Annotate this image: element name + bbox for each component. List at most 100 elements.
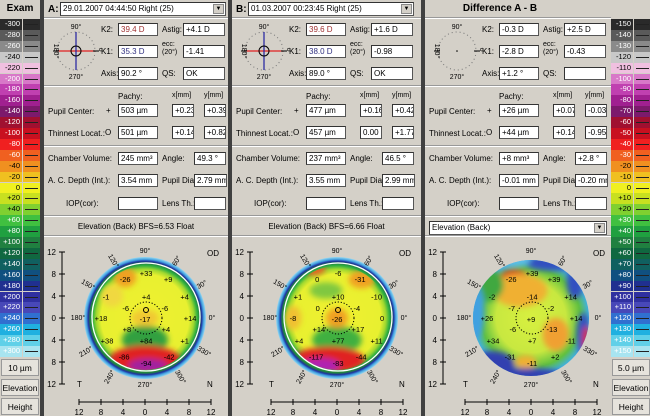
- step-button[interactable]: 5.0 µm: [612, 359, 650, 376]
- axis-field[interactable]: +1.2 °: [499, 67, 539, 80]
- k2-label: K2:: [289, 25, 302, 34]
- step-button[interactable]: 10 µm: [1, 359, 39, 376]
- scale-swatch: -120: [611, 51, 633, 63]
- scale-swatch: -150: [611, 19, 633, 30]
- lens-thickness-field[interactable]: [194, 197, 226, 210]
- pachy-header: Pachy:: [306, 92, 331, 101]
- pupil-dia-field[interactable]: -0.20 mm: [575, 174, 608, 187]
- scale-swatch-bar: [634, 73, 650, 85]
- pupil-center-pachy[interactable]: 503 µm: [118, 104, 158, 117]
- pupil-center-y[interactable]: +0.39: [204, 104, 226, 117]
- elevation-button[interactable]: Elevation: [1, 379, 39, 396]
- thinnest-pachy[interactable]: +44 µm: [499, 126, 539, 139]
- scale-swatch-bar: [23, 73, 40, 85]
- thinnest-y[interactable]: +0.82: [204, 126, 226, 139]
- temporal-label: T: [463, 380, 468, 389]
- map-value: +7: [528, 337, 537, 346]
- angle-field[interactable]: 46.5 °: [382, 152, 414, 165]
- iop-field[interactable]: [306, 197, 346, 210]
- ac-depth-field[interactable]: 3.54 mm: [118, 174, 158, 187]
- scale-swatch-bar: [23, 226, 40, 237]
- thinnest-y[interactable]: +1.77: [392, 126, 414, 139]
- elevation-zone: [492, 274, 548, 307]
- iop-field[interactable]: [499, 197, 539, 210]
- pupil-center-y[interactable]: -0.03: [585, 104, 607, 117]
- pupil-center-x[interactable]: +0.16: [360, 104, 382, 117]
- thinnest-x[interactable]: 0.00: [360, 126, 382, 139]
- angle-label: 90°: [526, 247, 537, 255]
- thinnest-pachy[interactable]: 457 µm: [306, 126, 346, 139]
- k2-field[interactable]: 39.4 D: [118, 23, 158, 36]
- thinnest-point-icon: [143, 307, 149, 313]
- pupil-dia-field[interactable]: 2.99 mm: [382, 174, 415, 187]
- ecc-field[interactable]: -1.41: [183, 45, 225, 58]
- elevation-button[interactable]: Elevation: [612, 379, 650, 396]
- k2-field[interactable]: 39.6 D: [306, 23, 346, 36]
- scale-swatch-bar: [634, 258, 650, 270]
- thinnest-x[interactable]: +0.14: [172, 126, 194, 139]
- ac-depth-field[interactable]: -0.01 mm: [499, 174, 539, 187]
- k1-field[interactable]: 35.3 D: [118, 45, 158, 58]
- chamber-volume-field[interactable]: +8 mm³: [499, 152, 539, 165]
- astig-field[interactable]: +1.6 D: [371, 23, 413, 36]
- angle-field[interactable]: +2.8 °: [575, 152, 607, 165]
- angle-label: 60°: [171, 254, 183, 267]
- height-button[interactable]: Height: [612, 398, 650, 415]
- axis-field[interactable]: 90.2 °: [118, 67, 158, 80]
- pupil-dia-field[interactable]: 2.79 mm: [194, 174, 227, 187]
- scale-swatch-bar: [634, 302, 650, 314]
- qs-field[interactable]: [564, 67, 606, 80]
- qs-field[interactable]: OK: [371, 67, 413, 80]
- exam-select[interactable]: 29.01.2007 04:44:50 Right (25) ▼: [60, 2, 226, 16]
- scale-swatch: +280: [0, 335, 22, 346]
- exam-select[interactable]: 01.03.2007 00:23:45 Right (25) ▼: [248, 2, 414, 16]
- astig-field[interactable]: +2.5 D: [564, 23, 606, 36]
- ac-depth-field[interactable]: 3.55 mm: [306, 174, 346, 187]
- angle-label: 330°: [582, 345, 599, 359]
- scale-swatch-bar: [23, 280, 40, 292]
- pupil-center-x[interactable]: +0.07: [553, 104, 575, 117]
- map-value: -7: [508, 304, 515, 313]
- k2-field[interactable]: -0.3 D: [499, 23, 539, 36]
- qs-label: QS:: [543, 69, 557, 78]
- pupil-center-x[interactable]: +0.23: [172, 104, 194, 117]
- chamber-volume-field[interactable]: 237 mm³: [306, 152, 346, 165]
- pupil-center-y[interactable]: +0.42: [392, 104, 414, 117]
- map-value: -83: [333, 359, 344, 368]
- lens-thickness-field[interactable]: [382, 197, 414, 210]
- map-value: 0: [315, 275, 319, 284]
- compass-top: 90°: [71, 23, 82, 31]
- elevation-map[interactable]: 0 -6 -31 +1 +10 -10 0 -4 -26 -8 0 +14 +17 +4 +77 +11 -11…: [232, 238, 421, 416]
- scale-swatch-bar: [23, 19, 40, 30]
- scale-swatch-bar: [634, 62, 650, 74]
- k1-field[interactable]: 38.0 D: [306, 45, 346, 58]
- iop-field[interactable]: [118, 197, 158, 210]
- elevation-map[interactable]: -26+33+9-1 +4 +4-6 -6-17+18 +14+8 +4+38 +84 +1-…: [44, 238, 228, 416]
- ecc-field[interactable]: -0.98: [371, 45, 413, 58]
- qs-field[interactable]: OK: [183, 67, 225, 80]
- pupil-center-pachy[interactable]: 477 µm: [306, 104, 346, 117]
- axis-field[interactable]: 89.0 °: [306, 67, 346, 80]
- ruler-y-tick: 12: [47, 248, 56, 257]
- chamber-volume-field[interactable]: 245 mm³: [118, 152, 158, 165]
- angle-field[interactable]: 49.3 °: [194, 152, 226, 165]
- pupil-center-pachy[interactable]: +26 µm: [499, 104, 539, 117]
- scale-swatch: +10: [611, 193, 633, 205]
- scale-swatch-bar: [23, 215, 40, 227]
- lens-thickness-field[interactable]: [575, 197, 607, 210]
- map-type-select[interactable]: Elevation (Back) ▼: [429, 221, 607, 235]
- ruler-x-tick: 12: [207, 408, 216, 416]
- chevron-down-icon[interactable]: ▼: [401, 4, 412, 14]
- height-button[interactable]: Height: [1, 398, 39, 415]
- chevron-down-icon[interactable]: ▼: [213, 4, 224, 14]
- ecc-field[interactable]: -0.43: [564, 45, 606, 58]
- thinnest-y[interactable]: -0.95: [585, 126, 607, 139]
- thinnest-x[interactable]: +0.14: [553, 126, 575, 139]
- ruler-x-tick: 4: [357, 408, 362, 416]
- chevron-down-icon[interactable]: ▼: [594, 223, 605, 233]
- astig-field[interactable]: +4.1 D: [183, 23, 225, 36]
- k1-field[interactable]: -2.8 D: [499, 45, 539, 58]
- thinnest-pachy[interactable]: 501 µm: [118, 126, 158, 139]
- angle-label: 240°: [103, 369, 117, 386]
- elevation-map[interactable]: -26 +39 +39 -2 -14 +14 -7 -2 +9 +26 +14 -6 -13 +34 +7 -…: [425, 238, 611, 416]
